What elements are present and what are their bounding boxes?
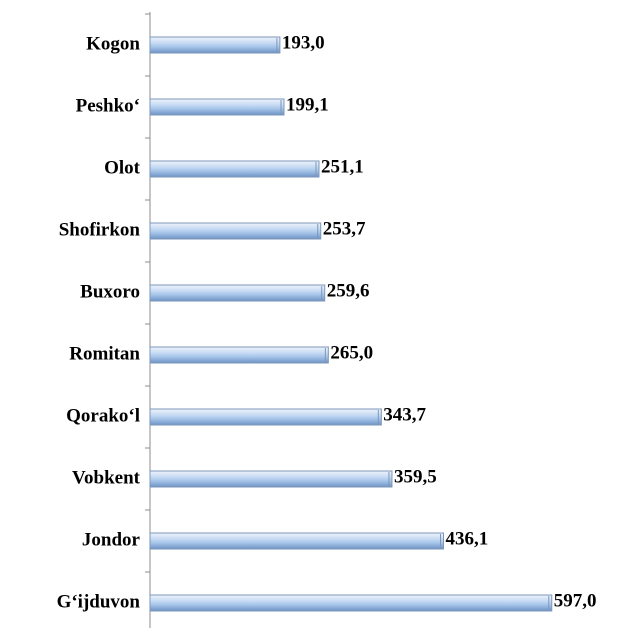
bar xyxy=(149,346,329,364)
category-label: Kogon xyxy=(86,33,140,54)
bar xyxy=(149,36,281,54)
bar xyxy=(149,470,393,488)
bar xyxy=(149,98,285,116)
value-label: 193,0 xyxy=(282,32,325,53)
category-label: Shofirkon xyxy=(59,219,141,240)
value-label: 253,7 xyxy=(323,218,366,239)
bar xyxy=(149,532,444,550)
category-label: Jondor xyxy=(82,529,141,550)
value-label: 436,1 xyxy=(445,528,488,549)
bar xyxy=(149,222,322,240)
value-label: 199,1 xyxy=(286,94,329,115)
bar xyxy=(149,594,553,612)
category-label: Olot xyxy=(104,157,141,178)
category-label: Vobkent xyxy=(72,467,141,488)
category-label: G‘ijduvon xyxy=(57,591,141,612)
bar xyxy=(149,160,320,178)
category-label: Buxoro xyxy=(80,281,140,302)
category-label: Qorako‘l xyxy=(66,405,140,426)
value-label: 597,0 xyxy=(554,590,597,611)
value-label: 359,5 xyxy=(394,466,437,487)
value-label: 343,7 xyxy=(383,404,426,425)
bar xyxy=(149,408,382,426)
value-label: 251,1 xyxy=(321,156,364,177)
category-label: Romitan xyxy=(69,343,140,364)
value-label: 265,0 xyxy=(330,342,373,363)
value-label: 259,6 xyxy=(327,280,370,301)
bar xyxy=(149,284,326,302)
category-label: Peshko‘ xyxy=(76,95,140,116)
